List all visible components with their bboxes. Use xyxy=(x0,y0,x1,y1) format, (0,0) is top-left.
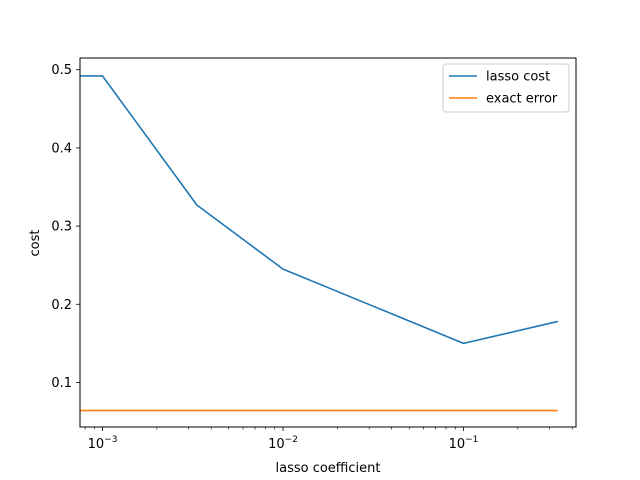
series-layer xyxy=(80,75,558,412)
legend-label-1: lasso cost xyxy=(486,70,550,85)
y-axis-label: cost xyxy=(28,230,43,257)
x-tick-label: 10−3 xyxy=(88,435,118,452)
legend-label-2: exact error xyxy=(486,92,558,107)
series-line-1 xyxy=(80,75,558,345)
x-axis-label: lasso coefficient xyxy=(276,461,381,476)
y-tick-label: 0.2 xyxy=(51,298,72,313)
x-tick-label: 10−1 xyxy=(449,435,479,452)
x-axis: 10−3 10−2 10−1 xyxy=(84,427,573,452)
y-tick-label: 0.1 xyxy=(51,376,72,391)
legend: lasso cost exact error xyxy=(442,63,570,113)
y-tick-label: 0.4 xyxy=(51,141,72,156)
plot-area xyxy=(80,58,576,427)
y-axis: 0.1 0.2 0.3 0.4 0.5 xyxy=(51,63,80,391)
y-tick-label: 0.5 xyxy=(51,63,72,78)
x-tick-label: 10−2 xyxy=(268,435,298,452)
y-tick-label: 0.3 xyxy=(51,220,72,235)
plot-frame xyxy=(79,57,577,428)
